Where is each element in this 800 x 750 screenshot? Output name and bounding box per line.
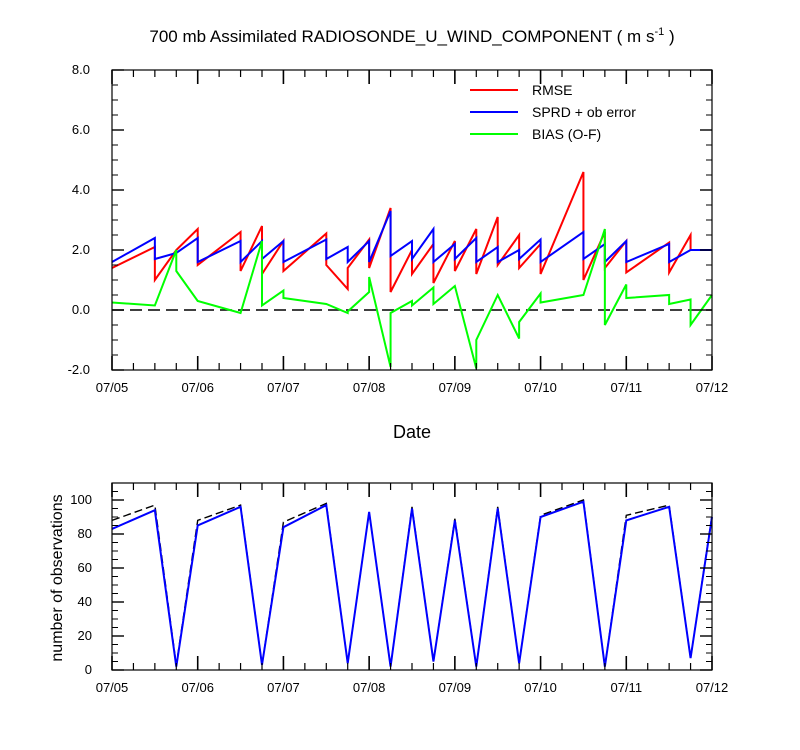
legend-label-sprd: SPRD + ob error [532, 104, 636, 120]
top-x-tick-label: 07/05 [96, 380, 129, 395]
top-x-tick-label: 07/10 [524, 380, 557, 395]
top-series-group [111, 171, 713, 369]
top-y-tick-label: 8.0 [72, 62, 90, 77]
top-x-tick-label: 07/11 [610, 380, 642, 395]
bottom-x-tick-label: 07/08 [353, 680, 386, 695]
bottom-series-number-of-observations-dashed [111, 499, 713, 667]
bottom-y-tick-label: 0 [85, 662, 92, 677]
top-series-rmse [111, 171, 712, 293]
legend-label-bias: BIAS (O-F) [532, 126, 601, 142]
bottom-y-tick-label: 100 [70, 492, 92, 507]
chart-title: 700 mb Assimilated RADIOSONDE_U_WIND_COM… [149, 26, 674, 46]
top-y-tick-label: -2.0 [68, 362, 90, 377]
bottom-y-tick-label: 60 [78, 560, 92, 575]
bottom-plot-frame [111, 482, 713, 671]
legend: RMSE SPRD + ob error BIAS (O-F) [470, 82, 636, 142]
top-x-tick-label: 07/07 [267, 380, 300, 395]
legend-label-rmse: RMSE [532, 82, 572, 98]
top-series-bias-o-f [111, 228, 713, 369]
bottom-x-tick-label: 07/11 [610, 680, 642, 695]
bottom-x-tick-label: 07/12 [696, 680, 729, 695]
top-x-tick-label: 07/06 [181, 380, 214, 395]
top-x-axis-label: Date [393, 422, 431, 442]
chart-title-suffix: ) [664, 27, 674, 46]
bottom-y-tick-label: 80 [78, 526, 92, 541]
bottom-x-tick-label: 07/07 [267, 680, 300, 695]
bottom-plot: 07/05 07/06 07/07 07/08 07/09 07/10 07/11 07/12… [70, 482, 729, 695]
top-plot: 07/05 07/06 07/07 07/08 07/09 07/10 07/11 07/12… [68, 62, 729, 395]
top-y-tick-label: 4.0 [72, 182, 90, 197]
chart-title-superscript: -1 [654, 26, 664, 38]
top-x-tick-label: 07/08 [353, 380, 386, 395]
top-plot-frame [111, 69, 713, 371]
bottom-x-tick-label: 07/06 [181, 680, 214, 695]
bottom-y-axis-label: number of observations [49, 494, 66, 661]
top-series-sprd-ob-error [111, 210, 712, 265]
top-x-tick-label: 07/09 [439, 380, 472, 395]
chart-title-main: 700 mb Assimilated RADIOSONDE_U_WIND_COM… [149, 27, 654, 46]
bottom-x-tick-label: 07/05 [96, 680, 129, 695]
bottom-series-number-of-observations-solid [111, 500, 713, 667]
top-y-tick-label: 6.0 [72, 122, 90, 137]
top-y-tick-label: 0.0 [72, 302, 90, 317]
bottom-x-tick-label: 07/10 [524, 680, 557, 695]
bottom-series-group [111, 499, 713, 667]
bottom-y-tick-label: 40 [78, 594, 92, 609]
bottom-y-tick-label: 20 [78, 628, 92, 643]
top-y-tick-label: 2.0 [72, 242, 90, 257]
bottom-x-tick-label: 07/09 [439, 680, 472, 695]
top-x-tick-label: 07/12 [696, 380, 729, 395]
